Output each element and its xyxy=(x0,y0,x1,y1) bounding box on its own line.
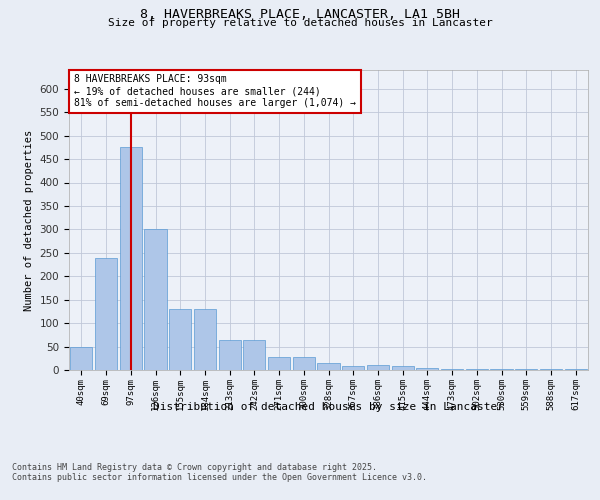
Bar xyxy=(95,258,117,370)
Bar xyxy=(145,230,167,370)
Bar xyxy=(540,368,562,370)
Bar xyxy=(367,366,389,370)
Bar xyxy=(565,368,587,370)
Y-axis label: Number of detached properties: Number of detached properties xyxy=(24,130,34,310)
Bar xyxy=(119,148,142,370)
Bar xyxy=(392,366,414,370)
Bar xyxy=(194,309,216,370)
Bar xyxy=(515,369,538,370)
Text: 8 HAVERBREAKS PLACE: 93sqm
← 19% of detached houses are smaller (244)
81% of sem: 8 HAVERBREAKS PLACE: 93sqm ← 19% of deta… xyxy=(74,74,356,108)
Bar xyxy=(70,346,92,370)
Bar xyxy=(416,368,439,370)
Text: Size of property relative to detached houses in Lancaster: Size of property relative to detached ho… xyxy=(107,18,493,28)
Bar xyxy=(490,368,512,370)
Bar xyxy=(169,309,191,370)
Bar xyxy=(466,368,488,370)
Bar xyxy=(441,368,463,370)
Bar xyxy=(342,366,364,370)
Bar xyxy=(293,357,315,370)
Bar xyxy=(317,363,340,370)
Bar xyxy=(218,340,241,370)
Text: Contains HM Land Registry data © Crown copyright and database right 2025.: Contains HM Land Registry data © Crown c… xyxy=(12,462,377,471)
Text: Distribution of detached houses by size in Lancaster: Distribution of detached houses by size … xyxy=(154,402,504,412)
Bar xyxy=(268,357,290,370)
Text: Contains public sector information licensed under the Open Government Licence v3: Contains public sector information licen… xyxy=(12,472,427,482)
Text: 8, HAVERBREAKS PLACE, LANCASTER, LA1 5BH: 8, HAVERBREAKS PLACE, LANCASTER, LA1 5BH xyxy=(140,8,460,20)
Bar xyxy=(243,340,265,370)
